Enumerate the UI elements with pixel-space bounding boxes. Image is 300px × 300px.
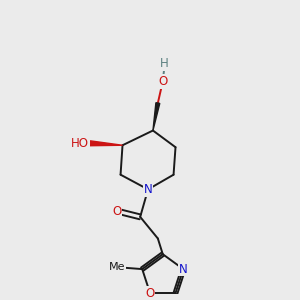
Text: N: N [179, 262, 188, 276]
Text: Me: Me [109, 262, 125, 272]
Text: HO: HO [71, 137, 89, 150]
Text: O: O [158, 75, 167, 88]
Polygon shape [90, 141, 122, 146]
Text: O: O [112, 205, 121, 218]
Text: O: O [146, 287, 155, 300]
Polygon shape [153, 103, 160, 130]
Text: H: H [160, 57, 169, 70]
Text: N: N [144, 183, 152, 196]
